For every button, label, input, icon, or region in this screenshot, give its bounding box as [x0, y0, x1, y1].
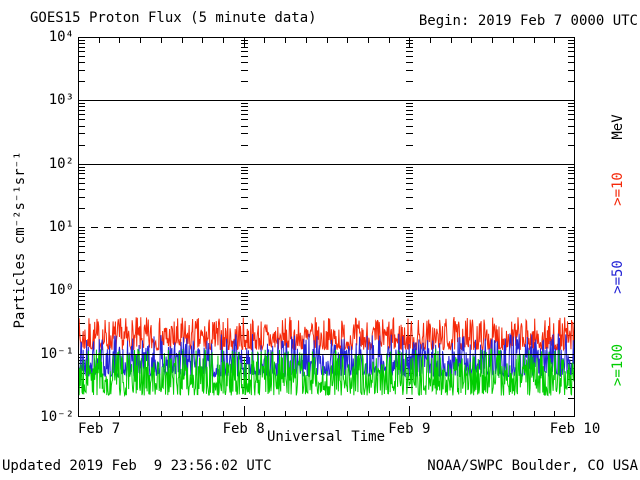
y-tick-label: 10⁴: [48, 29, 74, 45]
x-axis-title: Universal Time: [266, 429, 386, 445]
series-ge50-line: [78, 333, 575, 379]
y-tick-label: 10⁻²: [40, 409, 74, 425]
right-axis-unit-label: MeV: [610, 114, 626, 140]
begin-timestamp: Begin: 2019 Feb 7 0000 UTC: [418, 13, 638, 29]
x-tick-label: Feb 9: [388, 421, 431, 437]
y-tick-label: 10³: [48, 92, 74, 109]
source-attribution: NOAA/SWPC Boulder, CO USA: [427, 458, 638, 474]
series-ge10-line: [78, 316, 575, 352]
y-tick-label: 10¹: [48, 219, 74, 235]
chart-title: GOES15 Proton Flux (5 minute data): [30, 10, 317, 26]
legend-ge10-label: >=10: [610, 172, 626, 206]
y-tick-label: 10⁰: [48, 282, 74, 299]
series-ge100-line: [78, 348, 575, 397]
y-tick-label: 10⁻¹: [40, 345, 74, 362]
legend-ge100-label: >=100: [610, 343, 626, 387]
y-tick-label: 10²: [48, 155, 74, 172]
x-tick-label: Feb 10: [549, 421, 601, 437]
plot-area: [78, 37, 575, 417]
legend-ge50-label: >=50: [610, 260, 626, 294]
updated-timestamp: Updated 2019 Feb 9 23:56:02 UTC: [2, 458, 272, 474]
x-tick-label: Feb 7: [78, 421, 121, 437]
y-axis-title: Particles cm⁻²s⁻¹sr⁻¹: [12, 151, 28, 329]
x-tick-label: Feb 8: [222, 421, 265, 437]
